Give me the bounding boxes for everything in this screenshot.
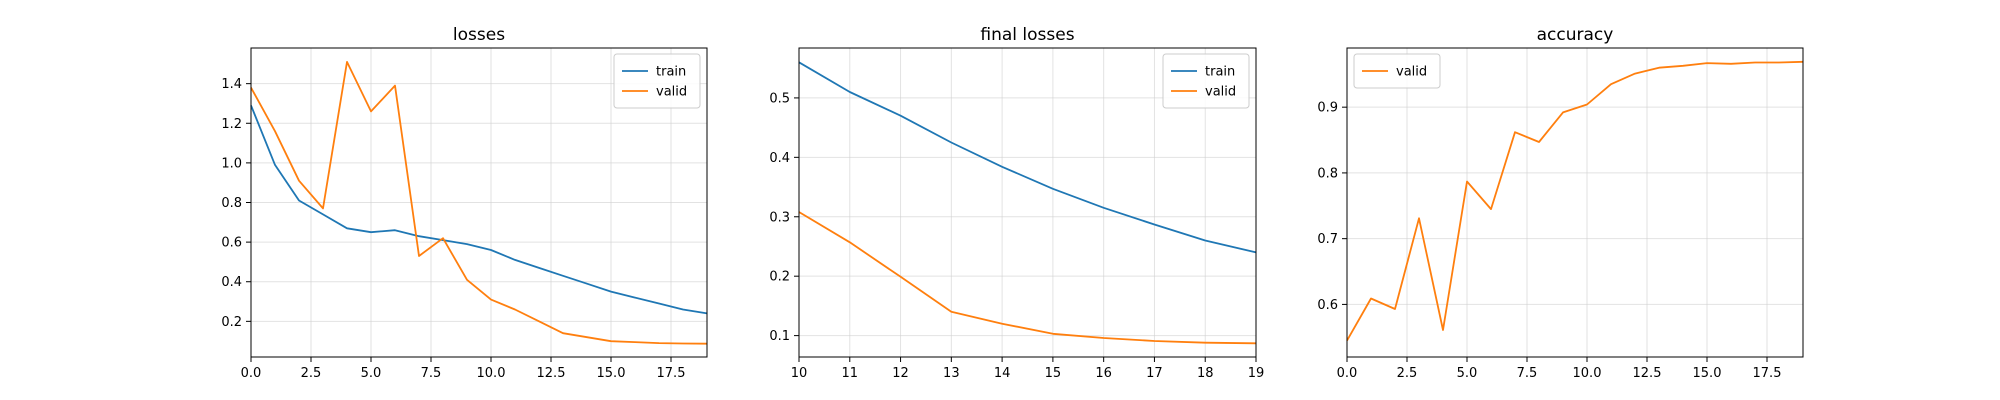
x-axis-ticks: 0.0 2.5 5.0 7.5 10.0 12.5 15.0 17.5 [1337, 357, 1782, 381]
x-tick-label: 17 [1146, 366, 1163, 381]
series-lines [250, 61, 708, 345]
series-line-train [798, 61, 1257, 254]
x-tick-label: 17.5 [1753, 366, 1782, 381]
series-line-valid [798, 211, 1257, 345]
y-tick-label: 0.3 [769, 210, 790, 225]
series-line-train [250, 105, 708, 315]
chart-title: final losses [980, 25, 1074, 45]
x-tick-label: 7.5 [1517, 366, 1538, 381]
x-tick-label: 2.5 [301, 366, 322, 381]
y-axis-ticks: 0.6 0.7 0.8 0.9 [1317, 101, 1347, 313]
legend-box [1162, 53, 1250, 109]
x-tick-label: 19 [1248, 366, 1265, 381]
x-tick-label: 10 [791, 366, 808, 381]
y-tick-label: 0.4 [221, 275, 242, 290]
x-tick-label: 12.5 [1633, 366, 1662, 381]
legend-label-train: train [1205, 65, 1235, 80]
legend: train valid [613, 53, 701, 109]
x-tick-label: 15 [1045, 366, 1062, 381]
x-tick-label: 10.0 [477, 366, 506, 381]
x-tick-label: 7.5 [421, 366, 442, 381]
legend-label-train: train [656, 65, 686, 80]
y-tick-label: 0.2 [769, 270, 790, 285]
y-tick-label: 1.2 [221, 117, 242, 132]
x-tick-label: 12.5 [537, 366, 566, 381]
legend-label-valid: valid [1205, 85, 1236, 100]
x-tick-label: 17.5 [657, 366, 686, 381]
y-axis-ticks: 0.1 0.2 0.3 0.4 0.5 [769, 91, 799, 344]
y-tick-label: 0.7 [1317, 232, 1338, 247]
x-tick-label: 2.5 [1397, 366, 1418, 381]
chart-losses: losses 0.0 2.5 5.0 7.5 10.0 12.5 15.0 17.5 0.20… [221, 25, 708, 381]
x-tick-label: 10.0 [1573, 366, 1602, 381]
series-lines [1346, 60, 1804, 342]
x-axis-ticks: 10 11 12 13 14 15 16 17 18 19 [791, 357, 1265, 381]
y-tick-label: 1.0 [221, 156, 242, 171]
x-tick-label: 14 [994, 366, 1011, 381]
series-lines [798, 61, 1257, 345]
y-tick-label: 1.4 [221, 77, 242, 92]
y-tick-label: 0.9 [1317, 101, 1338, 116]
x-tick-label: 11 [842, 366, 859, 381]
x-tick-label: 0.0 [1337, 366, 1358, 381]
axes-frame [1346, 47, 1804, 358]
x-tick-label: 16 [1095, 366, 1112, 381]
legend-box [1353, 53, 1441, 89]
legend: valid [1353, 53, 1441, 89]
x-tick-label: 0.0 [241, 366, 262, 381]
x-axis-ticks: 0.0 2.5 5.0 7.5 10.0 12.5 15.0 17.5 [241, 357, 686, 381]
series-line-valid [250, 61, 708, 345]
chart-accuracy: accuracy 0.0 2.5 5.0 7.5 10.0 12.5 15.0 17.5 0.… [1317, 25, 1804, 381]
y-tick-label: 0.8 [1317, 166, 1338, 181]
x-tick-label: 5.0 [361, 366, 382, 381]
chart-title: accuracy [1537, 25, 1614, 45]
legend-box [613, 53, 701, 109]
legend-label-valid: valid [656, 85, 687, 100]
x-tick-label: 13 [943, 366, 960, 381]
y-tick-label: 0.2 [221, 315, 242, 330]
y-tick-label: 0.8 [221, 196, 242, 211]
x-tick-label: 12 [892, 366, 909, 381]
x-tick-label: 15.0 [597, 366, 626, 381]
y-axis-ticks: 0.2 0.4 0.6 0.8 1.0 1.2 1.4 [221, 77, 251, 330]
y-tick-label: 0.6 [1317, 298, 1338, 313]
legend-label-valid: valid [1396, 65, 1427, 80]
y-tick-label: 0.1 [769, 329, 790, 344]
y-tick-label: 0.4 [769, 151, 790, 166]
x-tick-label: 18 [1197, 366, 1214, 381]
legend: train valid [1162, 53, 1250, 109]
chart-final-losses: final losses 10 11 12 13 14 15 16 17 18 19 0.1 0.2… [769, 25, 1264, 381]
x-tick-label: 15.0 [1693, 366, 1722, 381]
series-line-valid [1346, 60, 1804, 342]
chart-title: losses [453, 25, 505, 45]
y-tick-label: 0.5 [769, 91, 790, 106]
axes-frame [798, 47, 1257, 358]
y-tick-label: 0.6 [221, 236, 242, 251]
x-tick-label: 5.0 [1457, 366, 1478, 381]
